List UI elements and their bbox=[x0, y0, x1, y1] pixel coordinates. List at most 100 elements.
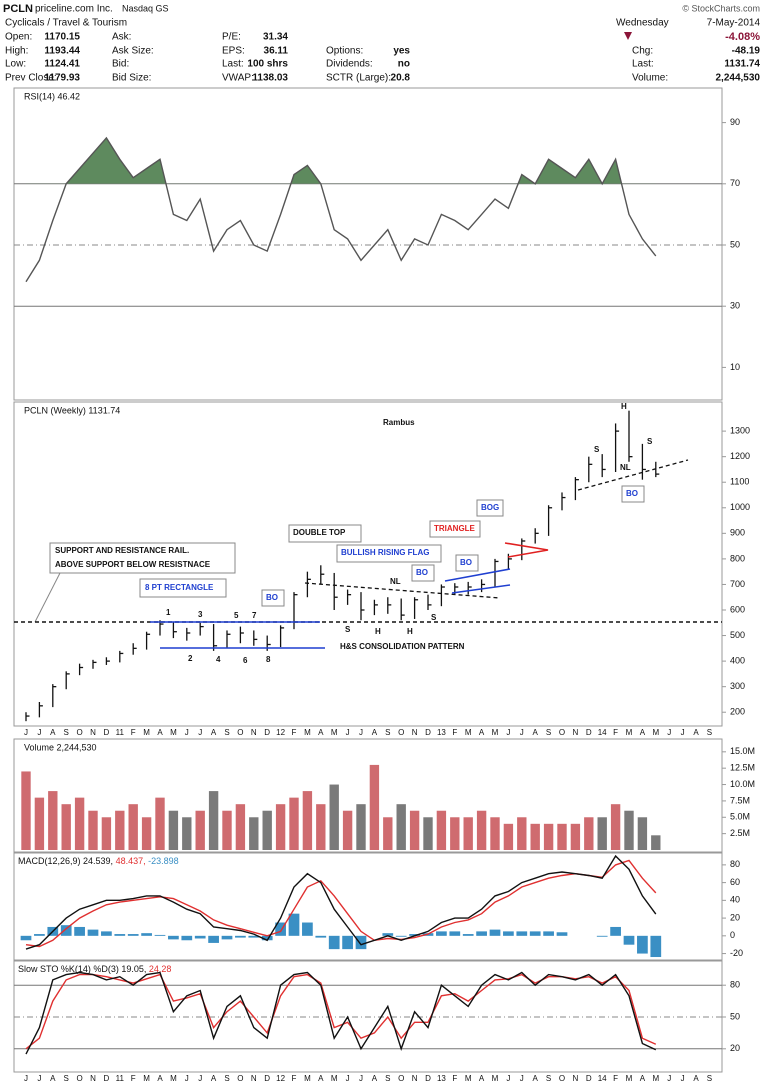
x-tick-label: 13 bbox=[437, 1074, 446, 1083]
macd-histogram-bar bbox=[610, 926, 621, 936]
x-tick-label: D bbox=[264, 1074, 270, 1083]
volume-bar bbox=[48, 791, 58, 850]
volume-bar bbox=[584, 817, 594, 850]
x-tick-label: N bbox=[573, 728, 579, 737]
annotation: NL bbox=[390, 577, 401, 586]
x-tick-label: M bbox=[331, 1074, 338, 1083]
annotation: 7 bbox=[252, 611, 257, 620]
x-tick-label: N bbox=[90, 728, 96, 737]
x-tick-label: O bbox=[559, 728, 565, 737]
quote-value: -48.19 bbox=[732, 46, 761, 57]
y-tick-label: 0 bbox=[730, 930, 735, 940]
date: 7-May-2014 bbox=[707, 18, 761, 29]
x-tick-label: J bbox=[37, 1074, 41, 1083]
label-part: MACD(12,26,9) 24.539, bbox=[18, 856, 113, 866]
indicator-line bbox=[25, 859, 657, 948]
x-tick-label: A bbox=[479, 728, 485, 737]
neckline bbox=[304, 582, 501, 599]
y-tick-label: 60 bbox=[730, 877, 740, 887]
y-tick-label: 900 bbox=[730, 528, 745, 538]
exchange: Nasdaq GS bbox=[122, 3, 169, 13]
macd-histogram-bar bbox=[101, 931, 112, 936]
volume-bar bbox=[436, 810, 447, 850]
label-part: -23.898 bbox=[148, 856, 179, 866]
annotation-box bbox=[261, 589, 285, 607]
macd-histogram-bar bbox=[623, 935, 635, 945]
company-name: priceline.com Inc. bbox=[35, 4, 113, 15]
x-tick-label: 11 bbox=[116, 1074, 125, 1083]
macd-histogram-bar bbox=[74, 926, 85, 936]
macd-histogram-bar bbox=[489, 929, 501, 936]
macd-histogram-bar bbox=[476, 931, 487, 936]
annotation-box bbox=[49, 542, 236, 574]
x-tick-label: J bbox=[681, 1074, 685, 1083]
day: Wednesday bbox=[616, 18, 669, 29]
x-tick-label: N bbox=[412, 728, 418, 737]
y-tick-label: 10.0M bbox=[730, 779, 755, 789]
macd-histogram-bar bbox=[20, 935, 32, 941]
x-tick-label: A bbox=[693, 728, 699, 737]
macd-histogram-bar bbox=[194, 935, 206, 939]
y-tick-label: 70 bbox=[730, 178, 740, 188]
x-tick-label: D bbox=[104, 728, 110, 737]
overbought-fill bbox=[26, 137, 656, 184]
volume-bar bbox=[262, 810, 272, 850]
quote-value: 2,244,530 bbox=[716, 73, 761, 84]
x-tick-label: S bbox=[546, 728, 551, 737]
x-tick-label: S bbox=[385, 1074, 390, 1083]
x-tick-label: M bbox=[331, 728, 338, 737]
y-tick-label: 30 bbox=[730, 301, 740, 311]
volume-bar bbox=[222, 810, 232, 850]
x-tick-label: M bbox=[465, 728, 472, 737]
y-tick-label: 1100 bbox=[730, 477, 749, 487]
macd-histogram-bar bbox=[449, 931, 461, 936]
x-tick-label: F bbox=[613, 1074, 618, 1083]
volume-bar bbox=[342, 810, 353, 850]
volume-bar bbox=[155, 797, 165, 850]
x-tick-label: A bbox=[372, 1074, 378, 1083]
label-part: 24.28 bbox=[149, 964, 172, 974]
x-tick-label: M bbox=[170, 728, 177, 737]
annotation: BO bbox=[416, 568, 428, 577]
annotation: 5 bbox=[234, 611, 239, 620]
macd-histogram-bar bbox=[650, 935, 662, 958]
quote-value: 1179.93 bbox=[44, 73, 80, 84]
volume-bar bbox=[168, 810, 179, 850]
volume-bar bbox=[637, 817, 648, 850]
quote-label: SCTR (Large): bbox=[326, 73, 391, 84]
macd-histogram-bar bbox=[275, 922, 286, 936]
volume-bar bbox=[88, 810, 98, 850]
x-tick-label: M bbox=[492, 728, 499, 737]
y-tick-label: 80 bbox=[730, 859, 740, 869]
x-tick-label: A bbox=[479, 1074, 485, 1083]
volume-bar bbox=[34, 797, 45, 850]
annotation: 1 bbox=[166, 608, 171, 617]
annotation: 6 bbox=[243, 656, 248, 665]
macd-histogram-bar bbox=[181, 935, 193, 941]
macd-histogram-bar bbox=[409, 934, 420, 936]
annotation-box bbox=[429, 520, 481, 538]
x-tick-label: F bbox=[452, 728, 457, 737]
x-tick-label: M bbox=[143, 1074, 150, 1083]
annotation-box bbox=[411, 564, 435, 582]
quote-label: High: bbox=[5, 46, 28, 57]
x-tick-label: M bbox=[626, 1074, 633, 1083]
annotation: S bbox=[431, 613, 437, 622]
x-tick-label: J bbox=[506, 1074, 510, 1083]
panel-frame bbox=[13, 87, 723, 401]
y-tick-label: 1000 bbox=[730, 502, 750, 512]
macd-histogram-bar bbox=[355, 935, 367, 950]
annotation: 8 PT RECTANGLE bbox=[145, 583, 214, 592]
y-tick-label: 400 bbox=[730, 655, 745, 665]
volume-bar bbox=[21, 771, 31, 850]
x-tick-label: M bbox=[465, 1074, 472, 1083]
x-tick-label: A bbox=[318, 1074, 324, 1083]
x-tick-label: S bbox=[64, 1074, 69, 1083]
macd-histogram-bar bbox=[328, 935, 340, 950]
x-tick-label: S bbox=[224, 1074, 229, 1083]
x-tick-label: S bbox=[707, 1074, 712, 1083]
quote-label: Bid: bbox=[112, 59, 129, 70]
x-tick-label: N bbox=[251, 1074, 257, 1083]
quote-label: EPS: bbox=[222, 46, 245, 57]
